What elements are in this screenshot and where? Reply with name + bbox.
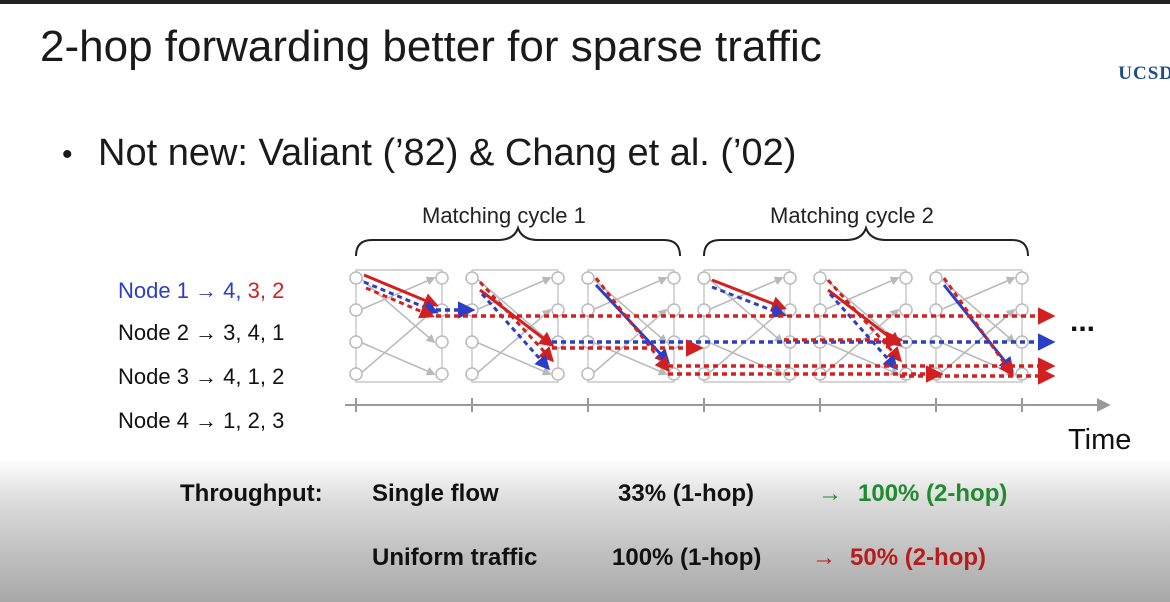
node-1-label: Node 1 → 4, 3, 2 [118,278,284,304]
uniform-traffic-label: Uniform traffic [372,544,538,571]
throughput-heading: Throughput: [180,480,323,507]
port-node-left [813,303,827,317]
matching-edge [475,277,552,344]
matching-edge [359,308,436,375]
node-1-prefix: Node 1 → [118,278,224,303]
ucsd-logo: UCSD [1118,63,1170,84]
port-node-left [581,303,595,317]
matching-edge [591,341,668,376]
flow-dashed-8 [828,293,898,371]
port-node-right [551,367,565,381]
port-node-left [581,367,595,381]
flow-dashed-2 [365,286,435,319]
flow-solid-4 [711,278,787,311]
continuation-ellipsis: ... [1070,305,1096,338]
port-node-right [667,303,681,317]
cycle-brace-2 [703,224,1029,257]
bullet-dot-icon: • [62,138,73,171]
node-1-other-dests: 3, 2 [247,278,285,303]
port-node-left [929,303,943,317]
flow-solid-6 [942,284,1014,373]
flow-dashed-5 [594,277,670,373]
port-node-right [899,303,913,317]
port-node-left [697,303,711,317]
port-node-right [435,271,449,285]
cycle-label-1: Matching cycle 1 [422,203,586,228]
node-1-first-dest: 4 [223,278,236,303]
port-node-right [1015,271,1029,285]
node-1-sep: , [235,278,248,303]
port-node-left [349,367,363,381]
flow-solid-1 [363,273,439,308]
matching-box-4 [703,269,791,383]
matching-box-2 [471,269,559,383]
port-node-left [349,335,363,349]
port-node-right [435,367,449,381]
matching-edge [707,277,784,344]
slide-title: 2-hop forwarding better for sparse traff… [40,22,822,71]
matching-edge [359,341,436,376]
matching-edge [939,276,1016,311]
single-flow-label: Single flow [372,480,499,507]
uniform-traffic-before: 100% (1-hop) [612,544,762,571]
cycle-label-2: Matching cycle 2 [770,203,934,228]
matching-box-3 [587,269,675,383]
cycle-brace-1 [355,224,681,257]
matching-box-1 [355,269,443,383]
uniform-traffic-after: 50% (2-hop) [850,544,987,571]
port-node-left [581,271,595,285]
port-node-right [551,303,565,317]
bullet-text: Not new: Valiant (’82) & Chang et al. (’… [98,132,797,174]
port-node-left [465,335,479,349]
single-flow-arrow: → [818,480,842,507]
matching-edge [359,277,436,344]
flow-solid-2 [479,288,555,347]
port-node-right [435,335,449,349]
matching-edge [707,341,784,376]
port-node-left [929,271,943,285]
port-node-right [1015,367,1029,381]
node-3-label: Node 3 → 4, 1, 2 [118,364,285,389]
matching-edge [823,276,900,311]
port-node-left [465,271,479,285]
node-2-label: Node 2 → 3, 4, 1 [118,320,285,345]
port-node-right [551,271,565,285]
node-4-label: Node 4 → 1, 2, 3 [118,408,285,433]
port-node-left [465,367,479,381]
flow-dashed-6 [711,285,787,318]
top-border [0,0,1170,4]
port-node-left [697,271,711,285]
matching-box-5 [819,269,907,383]
port-node-left [349,271,363,285]
matching-edge [475,276,552,311]
flow-dashed-9 [942,277,1014,377]
single-flow-after: 100% (2-hop) [858,480,1008,507]
port-node-right [899,271,913,285]
port-node-left [349,303,363,317]
matching-edge [591,276,668,311]
port-node-left [813,271,827,285]
bottom-shade [0,458,1170,602]
port-node-right [667,271,681,285]
uniform-traffic-arrow: → [812,544,836,571]
matching-edge [359,276,436,311]
port-node-right [1015,303,1029,317]
flow-dashed-1 [363,280,439,315]
time-axis-label: Time [1068,424,1132,456]
matching-box-6 [935,269,1023,383]
port-node-right [783,271,797,285]
single-flow-before: 33% (1-hop) [618,480,755,507]
bullet-item: • Not new: Valiant (’82) & Chang et al. (… [62,132,796,175]
port-node-right [783,303,797,317]
matching-edge [475,308,552,375]
flow-dashed-4 [480,293,550,371]
